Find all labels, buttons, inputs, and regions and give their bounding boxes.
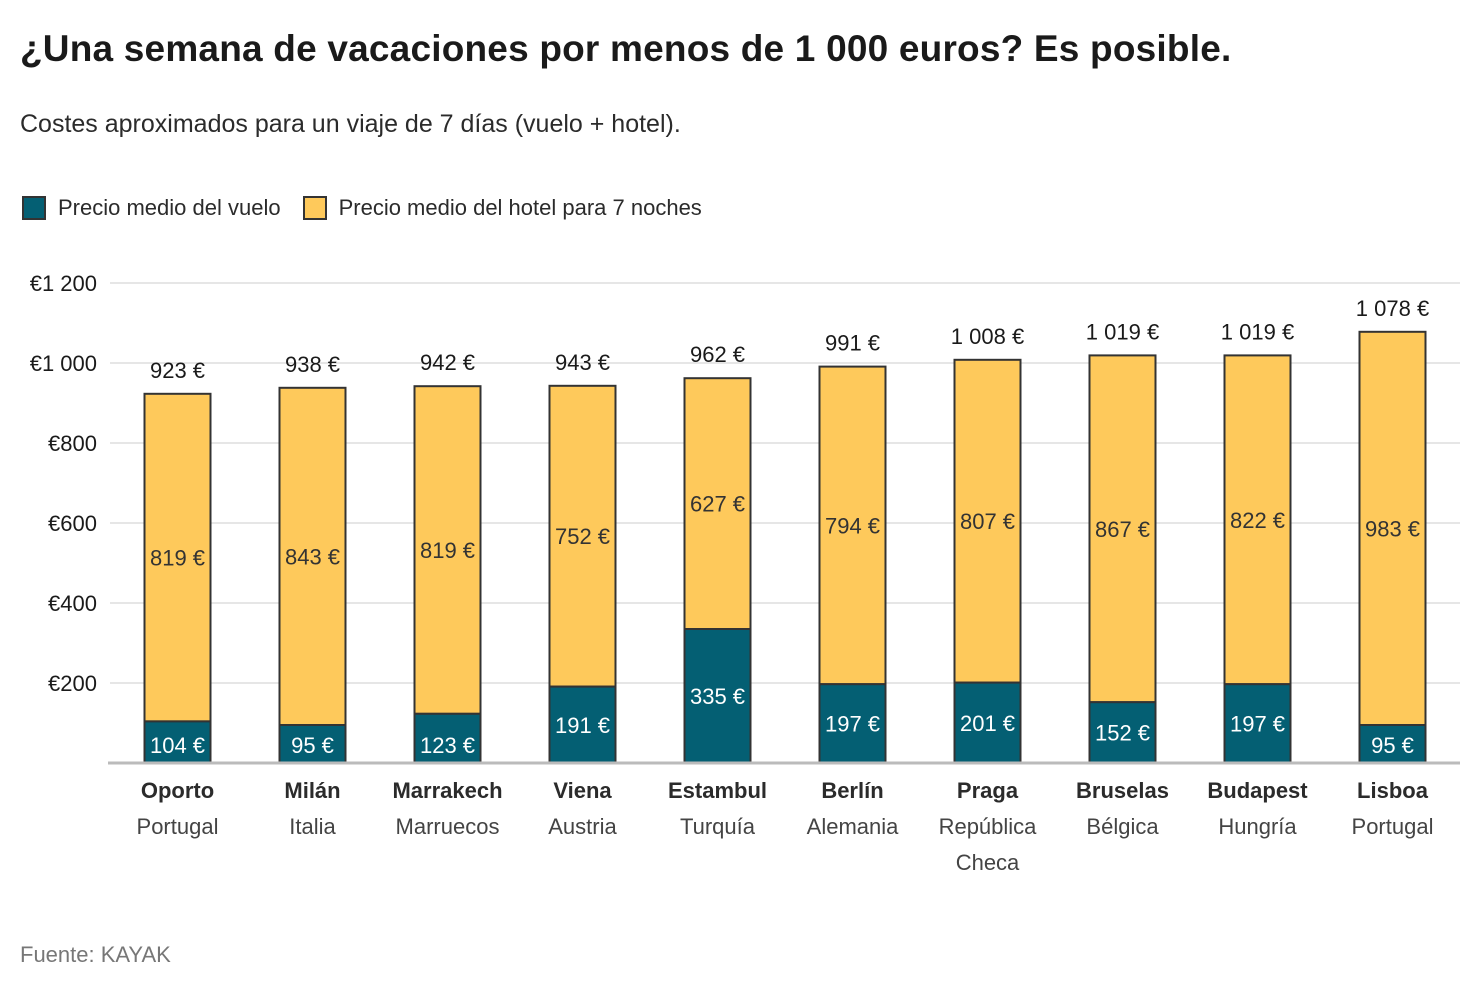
bar-segment-hotel — [1088, 354, 1157, 704]
data-label-flight: 95 € — [1371, 733, 1414, 758]
data-label-hotel: 819 € — [420, 538, 475, 563]
x-tick-label-country: Portugal — [1352, 814, 1434, 839]
x-tick-label-city: Budapest — [1207, 778, 1308, 803]
x-tick-label-city: Viena — [553, 778, 612, 803]
data-label-flight: 201 € — [960, 711, 1015, 736]
y-tick-label: €1 200 — [30, 271, 97, 296]
x-tick-label-country: Checa — [956, 850, 1020, 875]
data-label-flight: 197 € — [1230, 712, 1285, 737]
x-tick-label-country: Austria — [548, 814, 617, 839]
source-note: Fuente: KAYAK — [20, 942, 171, 967]
data-label-flight: 335 € — [690, 684, 745, 709]
bar-segment-hotel — [278, 386, 347, 726]
data-label-hotel: 867 € — [1095, 517, 1150, 542]
bar-segment-flight — [143, 720, 212, 765]
x-tick-label-country: Hungría — [1218, 814, 1297, 839]
x-tick-label-country: Bélgica — [1086, 814, 1159, 839]
y-tick-label: €200 — [48, 671, 97, 696]
data-label-total: 943 € — [555, 350, 610, 375]
x-tick-label-city: Lisboa — [1357, 778, 1429, 803]
bar-segment-hotel — [818, 365, 887, 686]
chart-title: ¿Una semana de vacaciones por menos de 1… — [20, 28, 1232, 69]
data-label-total: 1 019 € — [1086, 319, 1159, 344]
data-label-hotel: 807 € — [960, 509, 1015, 534]
x-tick-label-city: Praga — [957, 778, 1019, 803]
x-tick-label-country: República — [939, 814, 1038, 839]
data-label-hotel: 822 € — [1230, 508, 1285, 533]
data-label-hotel: 843 € — [285, 544, 340, 569]
x-tick-label-country: Turquía — [680, 814, 756, 839]
data-label-total: 962 € — [690, 342, 745, 367]
data-label-flight: 95 € — [291, 733, 334, 758]
bar-segment-hotel — [953, 358, 1022, 684]
data-label-total: 942 € — [420, 350, 475, 375]
bar-segment-flight — [1358, 724, 1427, 764]
bar-segment-flight — [953, 681, 1022, 764]
x-tick-label-country: Italia — [289, 814, 336, 839]
bar-segment-flight — [1088, 701, 1157, 765]
y-tick-label: €600 — [48, 511, 97, 536]
legend-item-flight: Precio medio del vuelo — [22, 195, 281, 221]
x-tick-label-city: Marrakech — [392, 778, 502, 803]
legend-swatch-hotel — [302, 196, 327, 220]
x-tick-label-city: Estambul — [668, 778, 767, 803]
data-label-hotel: 627 € — [690, 492, 745, 517]
data-label-hotel: 983 € — [1365, 516, 1420, 541]
bar-segment-flight — [413, 712, 482, 764]
bar-segment-flight — [683, 628, 752, 764]
x-tick-label-city: Milán — [284, 778, 340, 803]
y-tick-label: €400 — [48, 591, 97, 616]
x-tick-label-country: Marruecos — [396, 814, 500, 839]
legend-swatch-flight — [22, 196, 46, 220]
data-label-flight: 197 € — [825, 712, 880, 737]
bar-segment-hotel — [413, 385, 482, 715]
data-label-total: 1 008 € — [951, 324, 1024, 349]
data-label-total: 1 019 € — [1221, 319, 1294, 344]
bar-segment-flight — [278, 724, 347, 764]
bar-segment-flight — [548, 685, 617, 764]
data-label-total: 938 € — [285, 352, 340, 377]
legend: Precio medio del vuelo Precio medio del … — [22, 195, 724, 221]
legend-label-hotel: Precio medio del hotel para 7 noches — [338, 195, 702, 220]
bar-segment-hotel — [143, 392, 212, 723]
bar-segment-hotel — [683, 377, 752, 631]
data-label-flight: 191 € — [555, 713, 610, 738]
data-label-hotel: 794 € — [825, 513, 880, 538]
bar-segment-flight — [818, 683, 887, 765]
data-label-flight: 104 € — [150, 733, 205, 758]
y-tick-label: €800 — [48, 431, 97, 456]
y-tick-label: €1 000 — [30, 351, 97, 376]
x-tick-label-country: Portugal — [137, 814, 219, 839]
data-label-flight: 152 € — [1095, 721, 1150, 746]
bar-segment-hotel — [1223, 354, 1292, 686]
legend-item-hotel: Precio medio del hotel para 7 noches — [302, 195, 702, 221]
bar-segment-hotel — [548, 384, 617, 688]
bar-segment-hotel — [1358, 330, 1427, 726]
chart-subtitle: Costes aproximados para un viaje de 7 dí… — [20, 110, 681, 138]
legend-label-flight: Precio medio del vuelo — [58, 195, 281, 220]
data-label-total: 923 € — [150, 358, 205, 383]
x-tick-label-country: Alemania — [807, 814, 899, 839]
x-tick-label-city: Oporto — [141, 778, 214, 803]
data-label-flight: 123 € — [420, 733, 475, 758]
data-label-hotel: 819 € — [150, 546, 205, 571]
data-label-total: 991 € — [825, 331, 880, 356]
x-tick-label-city: Bruselas — [1076, 778, 1169, 803]
data-label-hotel: 752 € — [555, 524, 610, 549]
x-tick-label-city: Berlín — [821, 778, 883, 803]
data-label-total: 1 078 € — [1356, 296, 1429, 321]
